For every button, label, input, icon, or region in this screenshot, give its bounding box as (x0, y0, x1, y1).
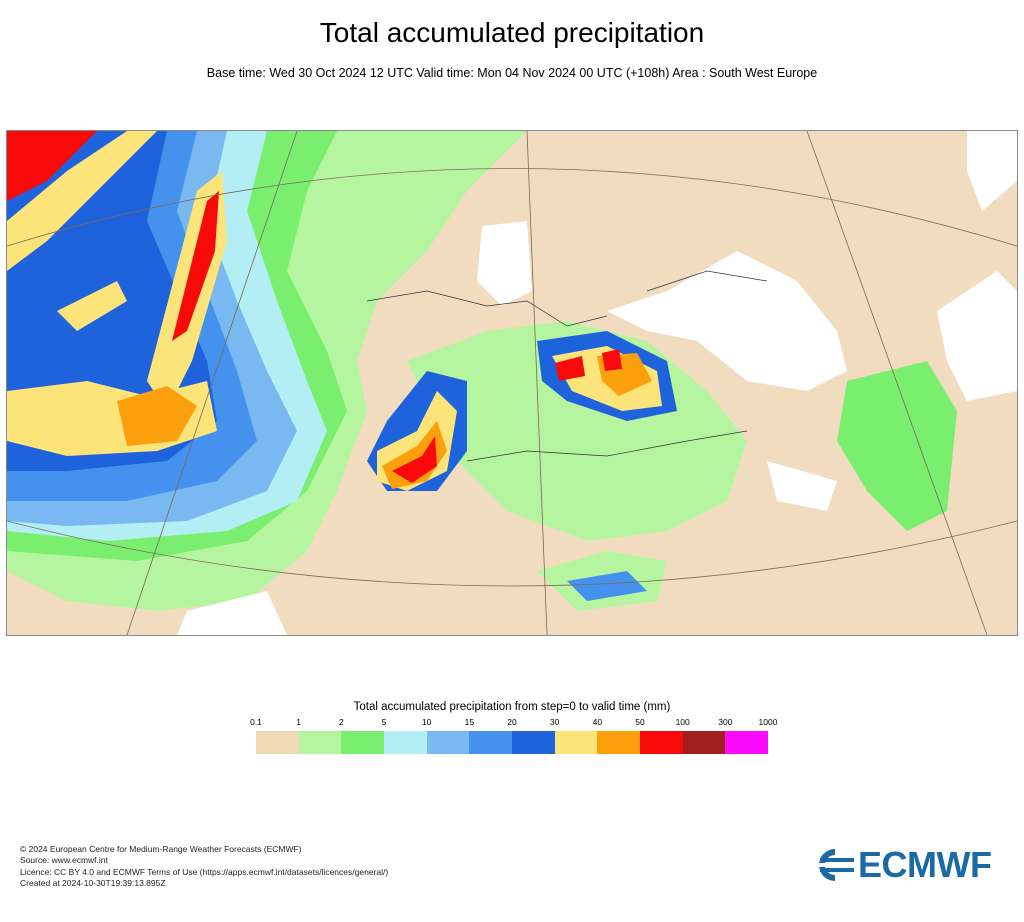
tyrrhenian-white (607, 251, 847, 391)
legend-swatch-6 (512, 731, 555, 754)
valencia-band-50 (392, 436, 437, 483)
legend-tick-label: 300 (718, 717, 733, 727)
legend-tick-label: 2 (338, 717, 344, 727)
east-med-band (837, 361, 957, 531)
legend-swatch-3 (384, 731, 427, 754)
legend-swatch-2 (341, 731, 385, 754)
legend-title: Total accumulated precipitation from ste… (353, 701, 671, 713)
legend-tick-label: 1 (296, 717, 302, 727)
precip-streak-6 (117, 386, 197, 446)
precip-streak-4 (172, 191, 219, 341)
precipitation-map[interactable] (6, 130, 1018, 636)
legend-swatch-11 (725, 731, 769, 754)
legend-tick-label: 10 (421, 717, 432, 727)
precip-streak-1 (7, 131, 157, 271)
balearic-band-50b (602, 349, 622, 371)
legend-tick-label: 40 (592, 717, 603, 727)
parallel-line-south (7, 520, 1017, 587)
legend-tick-label: 15 (464, 717, 475, 727)
legend-tick-label: 100 (675, 717, 690, 727)
legend-colorbar (256, 731, 769, 754)
ecmwf-logo-icon (814, 849, 856, 881)
footer-source: Source: www.ecmwf.int (20, 855, 108, 866)
meridian-line-west (126, 131, 298, 635)
adriatic-north-white (967, 131, 1017, 211)
legend-tick-label: 1000 (758, 717, 778, 727)
ecmwf-logo-text: ECMWF (858, 844, 992, 885)
legend-swatch-1 (298, 731, 342, 754)
legend-swatch-8 (597, 731, 641, 754)
legend-swatch-5 (469, 731, 513, 754)
legend-tick-label: 0.1 (250, 717, 262, 727)
footer-licence: Licence: CC BY 4.0 and ECMWF Terms of Us… (20, 866, 389, 877)
parallel-line-north (7, 168, 1017, 247)
legend-ticks: 0.1 1 2 5 10 15 20 30 40 50 100 300 1000 (250, 717, 777, 729)
sahara-core (567, 571, 647, 601)
legend-tick-label: 50 (635, 717, 645, 727)
coastlines (366, 270, 768, 462)
legend-swatch-10 (682, 731, 726, 754)
balearic-band-50a (555, 356, 585, 381)
precip-streak-7 (57, 281, 127, 331)
meridian-line (526, 131, 548, 635)
atlantic-south-white (177, 591, 287, 635)
chart-title: Total accumulated precipitation (319, 17, 705, 48)
footer-created: Created at 2024-10-30T19:39:13.895Z (20, 877, 166, 888)
legend-tick-label: 5 (381, 717, 387, 727)
bay-of-biscay-white (477, 221, 532, 306)
legend-tick-label: 20 (507, 717, 517, 727)
legend-swatch-7 (554, 731, 598, 754)
footer-copyright: © 2024 European Centre for Medium-Range … (20, 844, 302, 854)
legend-swatch-0 (256, 731, 299, 754)
legend-tick-label: 30 (549, 717, 560, 727)
map-canvas (7, 131, 1017, 635)
aegean-white (937, 271, 1017, 401)
legend-swatch-9 (640, 731, 683, 754)
footer: © 2024 European Centre for Medium-Range … (20, 844, 388, 889)
meridian-line-east (806, 131, 988, 635)
gulf-white (767, 461, 837, 511)
ecmwf-logo[interactable]: ECMWF (814, 844, 1006, 885)
precip-streak-2 (7, 131, 97, 201)
chart-subtitle: Base time: Wed 30 Oct 2024 12 UTC Valid … (206, 66, 818, 80)
legend-swatch-4 (426, 731, 470, 754)
